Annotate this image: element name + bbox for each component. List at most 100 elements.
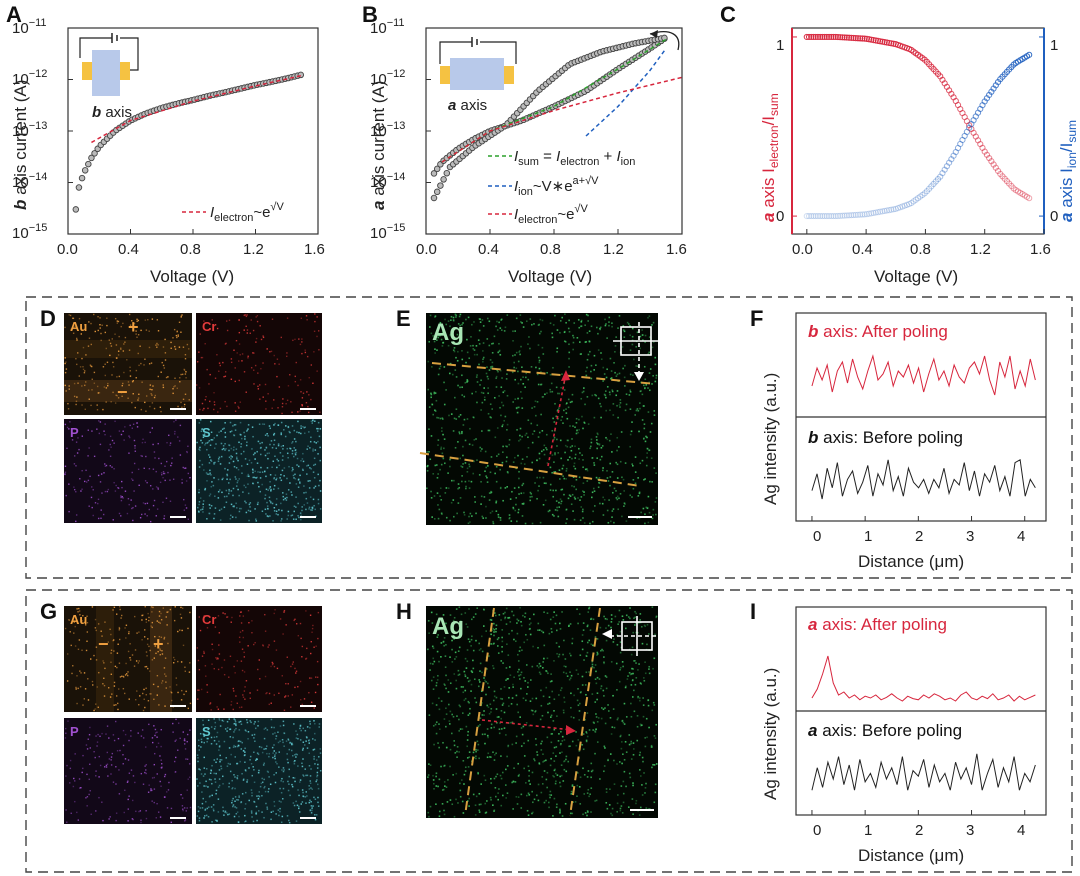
noise-pixel — [488, 686, 490, 689]
noise-pixel — [604, 394, 607, 397]
noise-pixel — [471, 760, 473, 763]
noise-pixel — [310, 701, 313, 703]
noise-pixel — [233, 815, 236, 818]
noise-pixel — [130, 478, 133, 480]
noise-pixel — [475, 750, 477, 753]
noise-pixel — [536, 476, 538, 479]
noise-pixel — [610, 626, 612, 629]
noise-pixel — [273, 432, 276, 435]
noise-pixel — [319, 411, 321, 413]
noise-pixel — [435, 803, 437, 806]
noise-pixel — [238, 815, 240, 818]
noise-pixel — [490, 707, 493, 710]
noise-pixel — [563, 389, 566, 391]
noise-pixel — [488, 712, 491, 715]
noise-pixel — [545, 778, 548, 781]
noise-pixel — [172, 388, 174, 390]
noise-pixel — [303, 426, 306, 429]
noise-pixel — [200, 688, 203, 691]
noise-pixel — [585, 370, 587, 373]
noise-pixel — [300, 391, 302, 393]
noise-pixel — [170, 821, 173, 824]
noise-pixel — [172, 337, 174, 339]
noise-pixel — [102, 683, 104, 685]
noise-pixel — [277, 444, 280, 447]
noise-pixel — [73, 382, 76, 385]
noise-pixel — [438, 334, 440, 337]
noise-pixel — [197, 506, 199, 509]
noise-pixel — [101, 801, 103, 803]
noise-pixel — [624, 364, 626, 367]
noise-pixel — [75, 688, 77, 690]
noise-pixel — [486, 668, 488, 670]
noise-pixel — [445, 746, 448, 749]
noise-pixel — [74, 753, 76, 755]
noise-pixel — [426, 469, 429, 472]
noise-pixel — [180, 331, 182, 333]
noise-pixel — [199, 497, 202, 499]
noise-pixel — [253, 383, 255, 385]
noise-pixel — [567, 406, 570, 409]
noise-pixel — [143, 698, 145, 700]
noise-pixel — [183, 406, 186, 408]
noise-pixel — [620, 747, 623, 750]
noise-pixel — [480, 704, 483, 706]
noise-pixel — [291, 425, 294, 427]
noise-pixel — [136, 422, 138, 424]
noise-pixel — [122, 382, 124, 385]
noise-pixel — [225, 812, 228, 814]
noise-pixel — [440, 498, 443, 501]
noise-pixel — [306, 795, 308, 797]
noise-pixel — [252, 476, 254, 479]
noise-pixel — [233, 718, 235, 720]
noise-pixel — [206, 627, 209, 629]
noise-pixel — [582, 459, 584, 461]
noise-pixel — [185, 507, 188, 509]
noise-pixel — [217, 615, 220, 617]
noise-pixel — [302, 775, 305, 777]
noise-pixel — [568, 625, 570, 627]
noise-pixel — [560, 386, 562, 389]
noise-pixel — [278, 363, 280, 365]
noise-pixel — [459, 789, 462, 792]
noise-pixel — [439, 487, 442, 490]
noise-pixel — [468, 751, 471, 753]
noise-pixel — [199, 459, 201, 462]
noise-pixel — [427, 774, 430, 776]
chart-b-ytick-1e-15: 10−15 — [370, 222, 405, 242]
noise-pixel — [175, 334, 178, 337]
chart-b-reverse-point — [433, 188, 441, 196]
noise-pixel — [219, 463, 222, 465]
noise-pixel — [573, 462, 576, 465]
noise-pixel — [550, 757, 552, 760]
noise-pixel — [610, 614, 613, 616]
noise-pixel — [285, 740, 288, 742]
noise-pixel — [648, 633, 650, 635]
noise-pixel — [297, 486, 300, 488]
noise-pixel — [180, 315, 182, 317]
noise-pixel — [157, 685, 159, 688]
noise-pixel — [149, 405, 151, 408]
noise-pixel — [481, 688, 483, 690]
noise-pixel — [121, 495, 123, 498]
noise-pixel — [312, 624, 314, 627]
noise-pixel — [580, 325, 583, 327]
noise-pixel — [464, 675, 467, 678]
noise-pixel — [108, 758, 111, 760]
noise-pixel — [275, 761, 277, 763]
noise-pixel — [162, 501, 164, 504]
noise-pixel — [255, 337, 258, 340]
noise-pixel — [505, 460, 508, 463]
noise-pixel — [149, 388, 151, 391]
noise-pixel — [522, 376, 524, 378]
noise-pixel — [250, 789, 253, 791]
noise-pixel — [463, 699, 466, 702]
noise-pixel — [501, 629, 504, 631]
noise-pixel — [552, 774, 554, 777]
noise-pixel — [101, 635, 103, 637]
noise-pixel — [622, 367, 624, 370]
noise-pixel — [437, 674, 439, 677]
noise-pixel — [591, 491, 594, 494]
noise-pixel — [205, 800, 207, 803]
noise-pixel — [648, 315, 651, 317]
